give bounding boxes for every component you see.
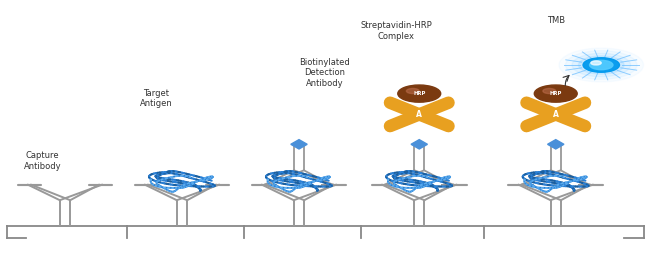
Polygon shape xyxy=(291,140,307,149)
Circle shape xyxy=(591,61,601,65)
Circle shape xyxy=(572,53,630,77)
Text: Streptavidin-HRP
Complex: Streptavidin-HRP Complex xyxy=(361,22,432,41)
Text: A: A xyxy=(552,110,559,119)
Text: HRP: HRP xyxy=(549,91,562,96)
Text: A: A xyxy=(416,110,422,119)
Circle shape xyxy=(543,88,556,94)
Circle shape xyxy=(406,88,419,94)
Text: Capture
Antibody: Capture Antibody xyxy=(23,152,61,171)
Circle shape xyxy=(534,85,577,102)
Circle shape xyxy=(590,60,613,70)
Text: Biotinylated
Detection
Antibody: Biotinylated Detection Antibody xyxy=(300,58,350,88)
Text: TMB: TMB xyxy=(547,16,565,25)
Text: HRP: HRP xyxy=(413,91,426,96)
Polygon shape xyxy=(547,140,564,149)
Circle shape xyxy=(578,56,624,74)
Circle shape xyxy=(398,85,441,102)
Circle shape xyxy=(583,58,619,72)
Text: Target
Antigen: Target Antigen xyxy=(140,89,172,108)
Circle shape xyxy=(566,51,637,79)
Polygon shape xyxy=(411,140,428,149)
Circle shape xyxy=(559,48,644,82)
